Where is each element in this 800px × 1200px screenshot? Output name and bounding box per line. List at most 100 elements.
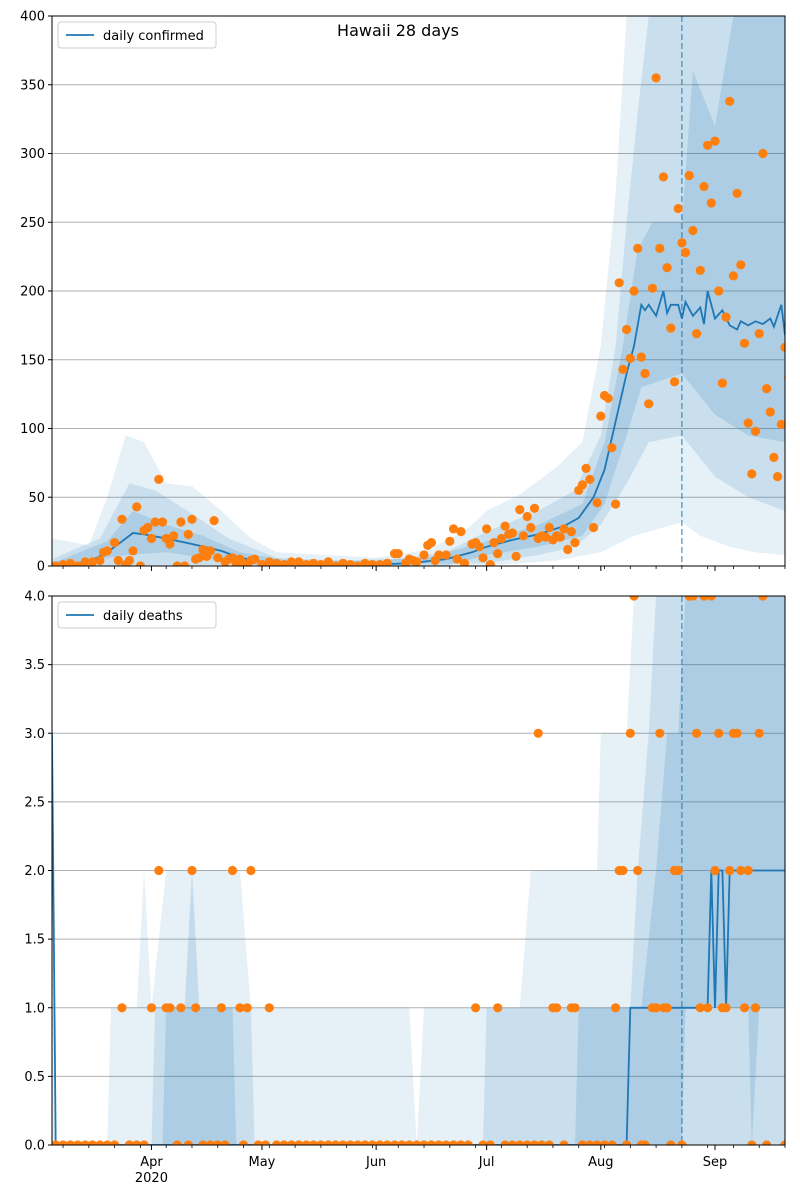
data-point	[750, 1003, 761, 1013]
data-point	[725, 865, 735, 876]
data-point	[721, 1003, 731, 1013]
data-point	[338, 1140, 348, 1145]
data-point	[146, 1003, 157, 1013]
data-point	[482, 524, 492, 534]
data-point	[150, 517, 160, 527]
y-tick-label: 0	[37, 560, 45, 575]
data-point	[640, 368, 650, 379]
data-point	[205, 546, 215, 556]
data-point	[242, 1003, 252, 1013]
y-tick-label: 0.0	[24, 1139, 45, 1154]
data-point	[644, 399, 654, 409]
data-point	[544, 1140, 554, 1145]
data-point	[441, 1140, 451, 1145]
data-point	[662, 1003, 672, 1013]
y-tick-label: 1.0	[24, 1001, 45, 1016]
data-point	[143, 522, 153, 533]
data-point	[618, 364, 628, 374]
data-point	[331, 561, 341, 566]
data-point	[633, 865, 643, 876]
data-point	[209, 516, 219, 526]
data-point	[135, 561, 145, 566]
data-point	[323, 557, 333, 566]
data-point	[102, 1140, 112, 1145]
x-tick-label: Jul	[478, 1155, 495, 1170]
uncertainty-band	[52, 596, 785, 1145]
data-point	[95, 555, 105, 566]
y-tick-label: 3.0	[24, 727, 45, 742]
data-point	[471, 1003, 481, 1013]
data-point	[117, 1003, 127, 1013]
data-point	[515, 1140, 525, 1145]
data-point	[780, 1140, 785, 1145]
data-point	[463, 1140, 473, 1145]
data-point	[165, 1003, 175, 1013]
data-point	[692, 728, 702, 738]
x-tick-label: Aug	[588, 1155, 613, 1170]
legend-label: daily confirmed	[103, 29, 204, 44]
data-point	[375, 1140, 385, 1145]
chart-title: Hawaii 28 days	[337, 21, 459, 40]
data-point	[526, 522, 536, 533]
data-point	[780, 342, 785, 352]
data-point	[692, 329, 702, 339]
x-tick-sublabel: 2020	[135, 1171, 168, 1186]
legend: daily deaths	[57, 601, 217, 629]
data-point	[493, 1003, 503, 1013]
data-point	[592, 498, 602, 508]
data-point	[382, 1140, 392, 1145]
data-point	[596, 411, 606, 421]
data-point	[132, 1140, 142, 1145]
data-point	[699, 596, 709, 601]
data-point	[294, 557, 304, 566]
data-point	[485, 1140, 495, 1145]
data-point	[706, 596, 716, 601]
data-point	[382, 558, 392, 566]
data-point	[673, 203, 683, 214]
data-point	[301, 560, 311, 566]
data-point	[622, 1140, 632, 1145]
y-tick-label: 2.0	[24, 864, 45, 879]
data-point	[703, 1003, 713, 1013]
data-point	[677, 238, 687, 248]
data-point	[485, 560, 495, 566]
data-point	[529, 503, 540, 513]
data-point	[331, 1140, 341, 1145]
data-point	[187, 865, 197, 876]
data-point	[577, 480, 588, 490]
data-point	[577, 1140, 587, 1145]
data-point	[419, 550, 429, 560]
data-point	[272, 1140, 282, 1145]
data-point	[154, 865, 164, 876]
plot-area	[52, 596, 785, 1145]
data-point	[750, 426, 761, 436]
data-point	[655, 728, 665, 738]
data-point	[533, 728, 543, 738]
data-point	[308, 558, 319, 566]
data-point	[397, 1140, 407, 1145]
data-point	[441, 550, 451, 560]
data-point	[570, 1003, 580, 1013]
data-point	[323, 1140, 333, 1145]
data-point	[636, 352, 646, 362]
data-point	[625, 353, 635, 363]
data-point	[688, 596, 698, 601]
data-point	[633, 243, 643, 253]
data-point	[246, 865, 256, 876]
y-tick-label: 1.5	[24, 933, 45, 948]
data-point	[139, 1140, 149, 1145]
data-point	[622, 324, 632, 335]
data-point	[220, 1140, 230, 1145]
data-point	[758, 148, 768, 159]
data-point	[445, 536, 455, 546]
data-point	[522, 1140, 532, 1145]
data-point	[448, 1140, 459, 1145]
data-point	[625, 728, 635, 738]
data-point	[238, 1140, 249, 1145]
data-point	[747, 469, 757, 479]
data-point	[154, 474, 164, 484]
data-point	[52, 561, 61, 566]
data-point	[198, 1140, 208, 1145]
confirmed-panel: 0 50 100 150 200 250 300 350 400 daily confirmed	[20, 10, 786, 575]
data-point	[412, 1140, 422, 1145]
